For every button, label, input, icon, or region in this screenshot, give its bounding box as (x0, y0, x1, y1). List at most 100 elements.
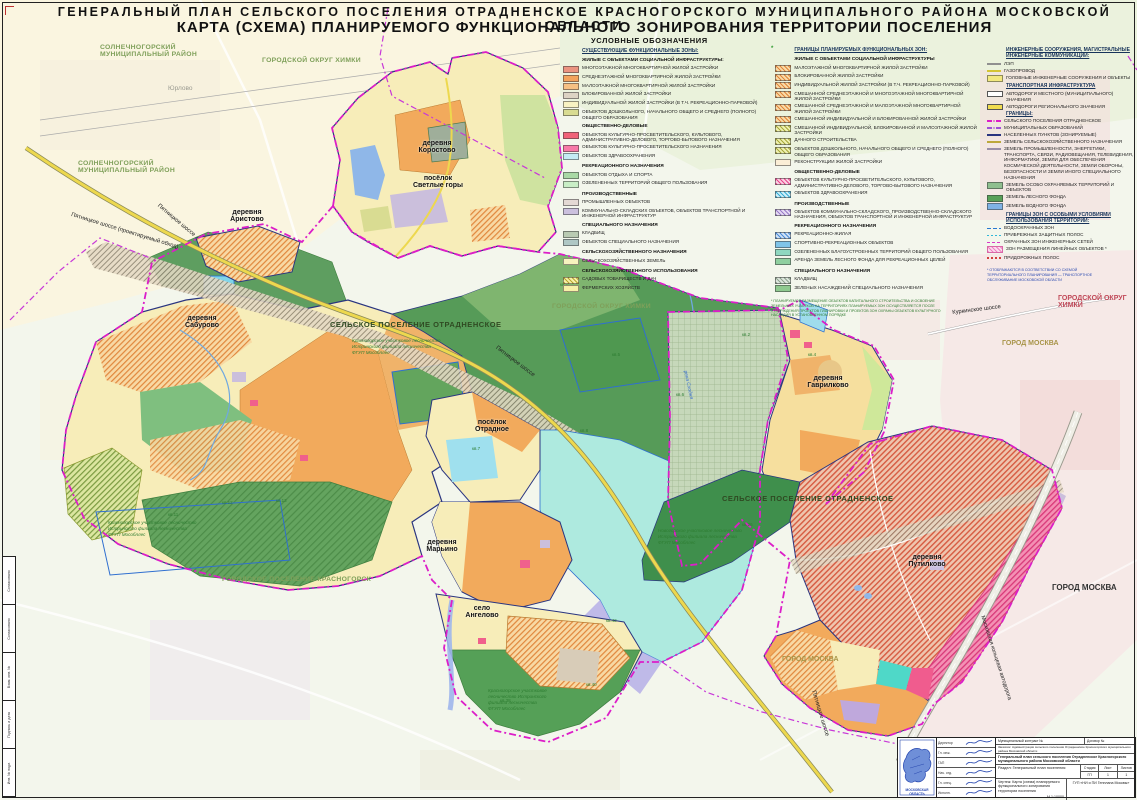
signature-role: Гл. спец. (938, 780, 952, 785)
legend-row: ОБЪЕКТОВ СПЕЦИАЛЬНОГО НАЗНАЧЕНИЯ (563, 239, 761, 247)
legend-row-label: СРЕДНЕЭТАЖНОЙ МНОГОКВАРТИРНОЙ ЖИЛОЙ ЗАСТ… (582, 74, 721, 80)
frame-side-cell: Взам. инв. № (3, 653, 15, 701)
legend-row: РЕКРЕАЦИОННО-ЖИЛАЯ (775, 231, 977, 239)
legend-swatch (987, 91, 1003, 97)
legend-swatch (563, 83, 579, 91)
legend-footnote-planned: * ПЛАНИРУЕМОЕ РАЗМЕЩЕНИЕ ОБЪЕКТОВ КАПИТА… (771, 299, 941, 318)
legend-row-label: АВТОДОРОГИ РЕГИОНАЛЬНОГО ЗНАЧЕНИЯ (1006, 103, 1106, 109)
legend-row-label: ЗЕМЕЛЬ СЕЛЬСКОХОЗЯЙСТВЕННОГО НАЗНАЧЕНИЯ (1004, 138, 1123, 144)
legend-swatch (775, 240, 792, 248)
legend-swatch (987, 234, 1001, 237)
legend-row-label: ВОДООХРАННЫХ ЗОН (1004, 225, 1054, 231)
legend-row-label: СМЕШАННОЙ ИНДИВИДУАЛЬНОЙ И БЛОКИРОВАННОЙ… (794, 115, 967, 121)
legend-row-label: ИНЖЕНЕРНЫЕ СООРУЖЕНИЯ, МАГИСТРАЛЬНЫЕ ИНЖ… (1006, 47, 1130, 60)
legend-swatch (987, 134, 1001, 137)
legend-row-label: ЖИЛЫЕ С ОБЪЕКТАМИ СОЦИАЛЬНОЙ ИНФРАСТРУКТ… (582, 58, 724, 64)
legend-swatch (563, 285, 579, 293)
legend-row: ГАЗОПРОВОД (987, 68, 1135, 74)
legend-row: ОБЩЕСТВЕННО-ДЕЛОВЫЕ (563, 124, 761, 130)
legend-swatch (987, 246, 1003, 254)
legend-row-label: ГРАНИЦЫ ЗОН С ОСОБЫМИ УСЛОВИЯМИ ИСПОЛЬЗО… (1006, 211, 1111, 224)
legend-row: ПРОИЗВОДСТВЕННЫЕ (563, 192, 761, 198)
legend-row-label: МАЛОЭТАЖНОЙ МНОГОКВАРТИРНОЙ ЖИЛОЙ ЗАСТРО… (794, 64, 928, 70)
contract-number: Муниципальный контракт № (998, 739, 1044, 743)
legend-footnote-transport: * ОТОБРАЖАЮТСЯ В СООТВЕТСТВИИ СО СХЕМОЙ … (987, 268, 1093, 282)
legend-row: КОММУНАЛЬНО-СКЛАДСКИХ ОБЪЕКТОВ, ОБЪЕКТОВ… (563, 208, 761, 219)
legend-row: СПЕЦИАЛЬНОГО НАЗНАЧЕНИЯ (563, 223, 761, 229)
legend-swatch (563, 91, 579, 99)
dogovor-number: Договор № (1084, 738, 1135, 744)
legend-row-label: СЕЛЬСКОХОЗЯЙСТВЕННОГО ИСПОЛЬЗОВАНИЯ (582, 269, 698, 275)
green-asterisk-icon: * (771, 46, 774, 52)
legend-swatch (563, 132, 579, 139)
legend-row-label: СЕЛЬСКОХОЗЯЙСТВЕННЫХ ЗЕМЕЛЬ (582, 257, 666, 263)
signature-scribble (964, 788, 995, 797)
legend-row: КЛАДБИЩ (563, 230, 761, 238)
legend-row: ОБЪЕКТОВ ОТДЫХА И СПОРТА (563, 172, 761, 180)
legend-swatch (987, 148, 1001, 150)
sheets-value: 1 (1125, 773, 1128, 777)
signature-scribble (964, 768, 995, 777)
legend-row: РЕКОНСТРУКЦИИ ЖИЛОЙ ЗАСТРОЙКИ (775, 159, 977, 167)
signature-scribble (964, 748, 995, 757)
legend-row-label: ИНДИВИДУАЛЬНОЙ ЖИЛОЙ ЗАСТРОЙКИ (В Т.Ч. Р… (794, 81, 970, 87)
legend-row-label: БЛОКИРОВАННОЙ ЖИЛОЙ ЗАСТРОЙКИ (794, 73, 884, 79)
legend-swatch (775, 257, 792, 265)
legend-swatch (563, 153, 579, 161)
legend-row-label: ГРАНИЦЫ ПЛАНИРУЕМЫХ ФУНКЦИОНАЛЬНЫХ ЗОН: (794, 47, 928, 54)
legend-row: СЕЛЬСКОХОЗЯЙСТВЕННОГО ИСПОЛЬЗОВАНИЯ (563, 269, 761, 275)
legend-column-existing: УСЛОВНЫЕ ОБОЗНАЧЕНИЯ СУЩЕСТВУЮЩИЕ ФУНКЦИ… (563, 36, 761, 318)
legend-row: АРЕНДА ЗЕМЕЛЬ ЛЕСНОГО ФОНДА ДЛЯ РЕКРЕАЦИ… (775, 257, 977, 265)
legend-swatch (775, 137, 792, 145)
legend-row: ЗЕЛЕНЫХ НАСАЖДЕНИЙ СПЕЦИАЛЬНОГО НАЗНАЧЕН… (775, 285, 977, 293)
legend-swatch (775, 65, 792, 73)
legend-row-label: ОЗЕЛЕНЕННЫХ ТЕРРИТОРИЙ ОБЩЕГО ПОЛЬЗОВАНИ… (582, 180, 708, 186)
signature-role: ГАП (938, 760, 945, 765)
legend-swatch (563, 65, 579, 73)
signature-scribble (964, 758, 995, 767)
legend-row-label: МАЛОЭТАЖНОЙ МНОГОКВАРТИРНОЙ ЖИЛОЙ ЗАСТРО… (582, 82, 716, 88)
legend-row-label: ОБЪЕКТОВ ДОШКОЛЬНОГО, НАЧАЛЬНОГО ОБЩЕГО … (582, 108, 757, 120)
sheets-label: Листов (1120, 766, 1132, 770)
signature-role: Исполн. (938, 790, 951, 795)
legend-row-label: КЛАДБИЩ (794, 276, 817, 282)
legend-row: ДАЧНОГО СТРОИТЕЛЬСТВА (775, 137, 977, 145)
legend-row-label: ОБЪЕКТОВ КУЛЬТУРНО-ПРОСВЕТИТЕЛЬСКОГО, КУ… (794, 177, 953, 189)
stage-label: Стадия (1081, 765, 1100, 771)
legend-row: ВОДООХРАННЫХ ЗОН (987, 225, 1135, 231)
legend-row-label: ЗЕМЕЛЬ ЛЕСНОГО ФОНДА (1006, 194, 1066, 200)
legend-row-label: ОБЪЕКТОВ СПЕЦИАЛЬНОГО НАЗНАЧЕНИЯ (582, 238, 680, 244)
legend-swatch (563, 208, 579, 216)
local-road (395, 77, 453, 257)
legend-swatch (775, 73, 792, 81)
legend: УСЛОВНЫЕ ОБОЗНАЧЕНИЯ СУЩЕСТВУЮЩИЕ ФУНКЦИ… (563, 36, 1135, 318)
legend-row-label: НАСЕЛЕННЫХ ПУНКТОВ (ЗОНИРУЕМЫЕ) (1004, 132, 1097, 138)
legend-row: СМЕШАННОЙ СРЕДНЕЭТАЖНОЙ И МНОГОЭТАЖНОЙ М… (775, 91, 977, 102)
signature-role: Нач. отд. (938, 770, 953, 775)
legend-swatch (987, 227, 1001, 230)
zone-putilkovo-south (763, 619, 934, 737)
legend-swatch (775, 146, 792, 154)
signature-scribble (964, 738, 995, 747)
signature-row: Директор (937, 738, 995, 748)
project-name: Генеральный план сельского поселения Отр… (998, 755, 1127, 764)
legend-row: ОЗЕЛЕНЕННЫХ БЛАГОУСТРОЕННЫХ ТЕРРИТОРИЙ О… (775, 249, 977, 257)
title-block-main: Муниципальный контракт № Договор № Заказ… (996, 738, 1135, 800)
legend-title: УСЛОВНЫЕ ОБОЗНАЧЕНИЯ (591, 36, 708, 45)
oblast-thumbnail-caption: МОСКОВСКАЯ ОБЛАСТЬ (905, 788, 929, 796)
legend-swatch (775, 116, 792, 124)
legend-row: ОБЪЕКТОВ КУЛЬТУРНО-ПРОСВЕТИТЕЛЬСКОГО, КУ… (563, 132, 761, 143)
legend-row: САДОВЫХ ТОВАРИЩЕСТВ И ДАЧ (563, 276, 761, 284)
legend-infrastructure-list: ИНЖЕНЕРНЫЕ СООРУЖЕНИЯ, МАГИСТРАЛЬНЫЕ ИНЖ… (987, 47, 1135, 260)
legend-row: ГРАНИЦЫ ПЛАНИРУЕМЫХ ФУНКЦИОНАЛЬНЫХ ЗОН: (775, 47, 977, 53)
legend-row-label: ОБЪЕКТОВ ЗДРАВООХРАНЕНИЯ (794, 190, 868, 195)
legend-row: ЗЕМЕЛЬ СЕЛЬСКОХОЗЯЙСТВЕННОГО НАЗНАЧЕНИЯ (987, 139, 1135, 145)
frame-side-label: Взам. инв. № (7, 665, 11, 688)
legend-row: БЛОКИРОВАННОЙ ЖИЛОЙ ЗАСТРОЙКИ (563, 91, 761, 99)
legend-swatch (563, 276, 579, 284)
legend-column-infrastructure: ИНЖЕНЕРНЫЕ СООРУЖЕНИЯ, МАГИСТРАЛЬНЫЕ ИНЖ… (987, 36, 1135, 318)
legend-swatch (775, 159, 792, 167)
legend-swatch (563, 180, 579, 188)
zone-korostovo-svetlye-gory (331, 51, 563, 259)
